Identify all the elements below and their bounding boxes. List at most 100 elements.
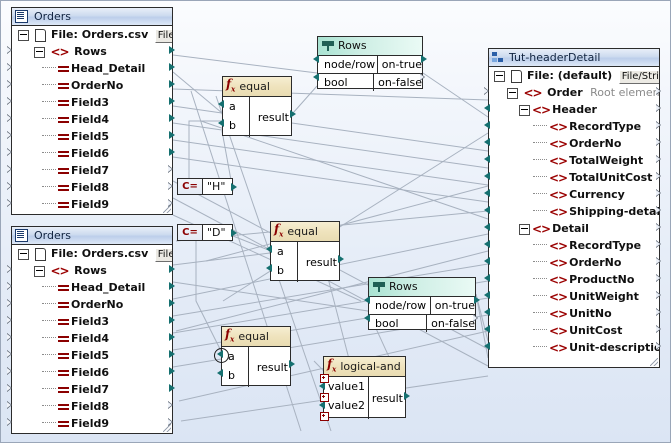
expander-icon[interactable]: [519, 223, 530, 235]
input-connector-4[interactable]: [7, 114, 12, 122]
selected-connector-highlight[interactable]: [214, 348, 229, 363]
output-connector-9[interactable]: [168, 418, 173, 426]
field-row[interactable]: Field5: [12, 128, 172, 145]
input-connector-6[interactable]: [7, 148, 12, 156]
component-titlebar[interactable]: Tut-headerDetail: [489, 49, 659, 67]
field-row[interactable]: Field9: [12, 196, 172, 213]
target-input-connector-2[interactable]: [484, 121, 490, 129]
output-connector-1[interactable]: [169, 63, 175, 71]
input-connector-7[interactable]: [7, 384, 12, 392]
output-connector-const-h[interactable]: [231, 183, 237, 191]
expander-icon[interactable]: [18, 248, 29, 260]
target-input-connector-5[interactable]: [484, 172, 490, 180]
target-component-tut-headerdetail[interactable]: Tut-headerDetail File: (default) File/St…: [484, 48, 661, 368]
target-node-row[interactable]: <> OrderNo: [489, 135, 659, 152]
expander-icon[interactable]: [507, 87, 518, 99]
target-input-connector-15[interactable]: [484, 342, 490, 350]
target-input-connector-13[interactable]: [484, 308, 490, 316]
file-string-button[interactable]: File/St: [154, 29, 172, 43]
field-row[interactable]: Field8: [12, 398, 172, 415]
output-connector-2[interactable]: [169, 80, 175, 88]
file-row[interactable]: File: (default) File/String: [489, 67, 659, 84]
function-node-equal-3[interactable]: fx equal a b result: [214, 326, 295, 387]
filter-row-bool[interactable]: bool on-false: [369, 314, 475, 332]
input-connector-1[interactable]: [7, 282, 12, 290]
target-node-row[interactable]: <>Shipping-details: [489, 203, 659, 220]
field-row[interactable]: Field9: [12, 415, 172, 432]
file-row[interactable]: File: Orders.csv File/St: [12, 245, 172, 262]
filter-input-bool[interactable]: bool: [369, 315, 428, 332]
target-output-connector-1[interactable]: [656, 104, 661, 112]
target-output-connector-6[interactable]: [656, 189, 661, 197]
filter-row-bool[interactable]: bool on-false: [318, 73, 422, 91]
output-connector-result[interactable]: [404, 392, 410, 400]
expander-icon[interactable]: [34, 265, 45, 277]
output-connector-4[interactable]: [169, 333, 175, 341]
input-connector-b[interactable]: [266, 264, 272, 272]
root-row[interactable]: <> Rows: [12, 43, 172, 60]
output-connector-1[interactable]: [169, 282, 175, 290]
input-connector-3[interactable]: [7, 316, 12, 324]
input-connector-a[interactable]: [266, 245, 272, 253]
field-row[interactable]: Field4: [12, 111, 172, 128]
field-row[interactable]: OrderNo: [12, 296, 172, 313]
target-node-row[interactable]: <> RecordType: [489, 118, 659, 135]
target-input-connector-11[interactable]: [484, 274, 490, 282]
add-param-icon-mid[interactable]: [320, 393, 329, 402]
constant-node-h[interactable]: C= "H": [177, 178, 237, 195]
result-output[interactable]: result: [305, 255, 337, 269]
target-input-connector-14[interactable]: [484, 325, 490, 333]
constant-node-d[interactable]: C= "D": [177, 224, 237, 241]
resize-grip[interactable]: [650, 358, 658, 366]
function-node-logical-and[interactable]: fx logical-and value1 value2 result: [319, 356, 410, 421]
add-param-icon-bottom[interactable]: [320, 412, 329, 421]
target-input-connector-7[interactable]: [484, 206, 490, 214]
output-connector-result[interactable]: [289, 360, 295, 368]
output-connector-onfalse[interactable]: [473, 314, 478, 322]
input-connector-0[interactable]: [7, 265, 12, 273]
param-b[interactable]: b: [277, 264, 284, 277]
target-node-row[interactable]: <> RecordType: [489, 237, 659, 254]
target-node-row[interactable]: <>Unit-description: [489, 339, 659, 356]
input-connector-7[interactable]: [7, 165, 12, 173]
input-connector-bool[interactable]: [364, 314, 370, 322]
output-connector-ontrue[interactable]: [421, 55, 427, 63]
field-row[interactable]: Field7: [12, 381, 172, 398]
result-output[interactable]: result: [256, 360, 288, 374]
field-row[interactable]: Field7: [12, 162, 172, 179]
target-node-row[interactable]: <> OrderNo: [489, 254, 659, 271]
field-row[interactable]: Head_Detail: [12, 279, 172, 296]
target-node-row[interactable]: <> Currency: [489, 186, 659, 203]
root-row[interactable]: <> Order Root element: [489, 84, 659, 101]
output-connector-0[interactable]: [169, 265, 175, 273]
target-input-connector-3[interactable]: [484, 138, 490, 146]
target-output-connector-11[interactable]: [656, 274, 661, 282]
target-output-connector-3[interactable]: [656, 138, 661, 146]
field-row[interactable]: Field3: [12, 94, 172, 111]
input-connector-b[interactable]: [218, 119, 224, 127]
input-connector-value2[interactable]: [319, 401, 325, 409]
target-output-connector-12[interactable]: [656, 291, 661, 299]
output-connector-3[interactable]: [169, 316, 175, 324]
filter-output-onfalse[interactable]: on-false: [431, 317, 475, 330]
input-connector-4[interactable]: [7, 333, 12, 341]
output-connector-3[interactable]: [169, 97, 175, 105]
input-connector-noderow[interactable]: [313, 55, 319, 63]
output-connector-result[interactable]: [290, 110, 296, 118]
source-component-orders-2[interactable]: Orders File: Orders.csv File/St <> Rows …: [7, 226, 175, 434]
input-connector-9[interactable]: [7, 418, 12, 426]
target-output-connector-14[interactable]: [656, 325, 661, 333]
target-output-connector-15[interactable]: [656, 342, 661, 350]
input-connector-a[interactable]: [218, 100, 224, 108]
target-node-row[interactable]: <> UnitCost: [489, 322, 659, 339]
result-output[interactable]: result: [257, 110, 289, 124]
output-connector-4[interactable]: [169, 114, 175, 122]
filter-input-bool[interactable]: bool: [318, 74, 375, 91]
filter-output-ontrue[interactable]: on-true: [381, 58, 422, 71]
resize-grip[interactable]: [163, 205, 171, 213]
target-node-row[interactable]: <> UnitWeight: [489, 288, 659, 305]
input-connector-8[interactable]: [7, 401, 12, 409]
target-output-connector-2[interactable]: [656, 121, 661, 129]
target-output-connector-8[interactable]: [656, 223, 661, 231]
